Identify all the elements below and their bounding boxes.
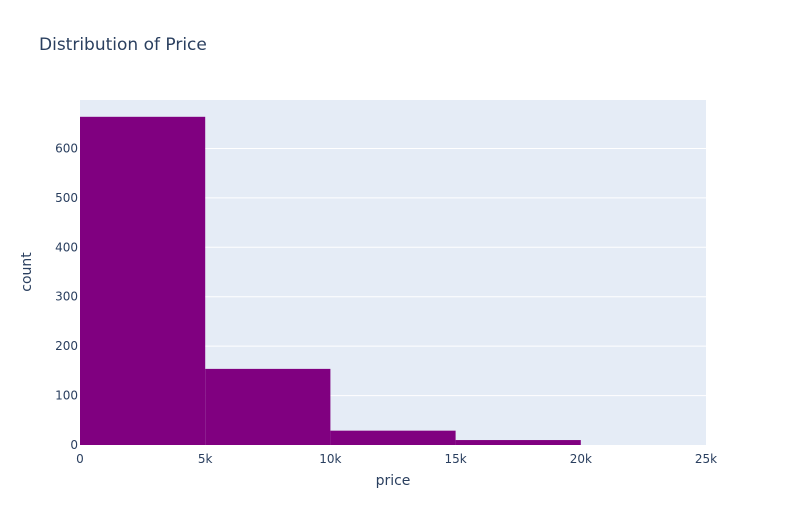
y-tick-label: 300	[55, 290, 78, 304]
x-tick-label: 10k	[319, 452, 341, 466]
y-tick-label: 500	[55, 191, 78, 205]
y-tick-label: 0	[70, 438, 78, 452]
y-tick-label: 100	[55, 389, 78, 403]
histogram-bar[interactable]	[205, 368, 331, 445]
y-tick-label: 200	[55, 339, 78, 353]
x-tick-label: 25k	[695, 452, 717, 466]
y-tick-label: 400	[55, 240, 78, 254]
x-tick-label: 5k	[198, 452, 213, 466]
histogram-bar[interactable]	[80, 116, 206, 445]
chart-title: Distribution of Price	[39, 35, 207, 55]
x-axis-title: price	[376, 473, 411, 489]
x-tick-label: 0	[76, 452, 84, 466]
y-axis-title: count	[19, 252, 35, 292]
x-tick-label: 20k	[570, 452, 592, 466]
histogram-bar[interactable]	[330, 430, 456, 445]
x-tick-label: 15k	[444, 452, 466, 466]
bars	[80, 116, 581, 445]
x-axis-ticks: 0 5k 10k 15k 20k 25k	[76, 452, 717, 466]
y-tick-label: 600	[55, 141, 78, 155]
histogram-bar[interactable]	[455, 440, 581, 445]
y-axis-ticks: 0 100 200 300 400 500 600	[55, 141, 78, 452]
